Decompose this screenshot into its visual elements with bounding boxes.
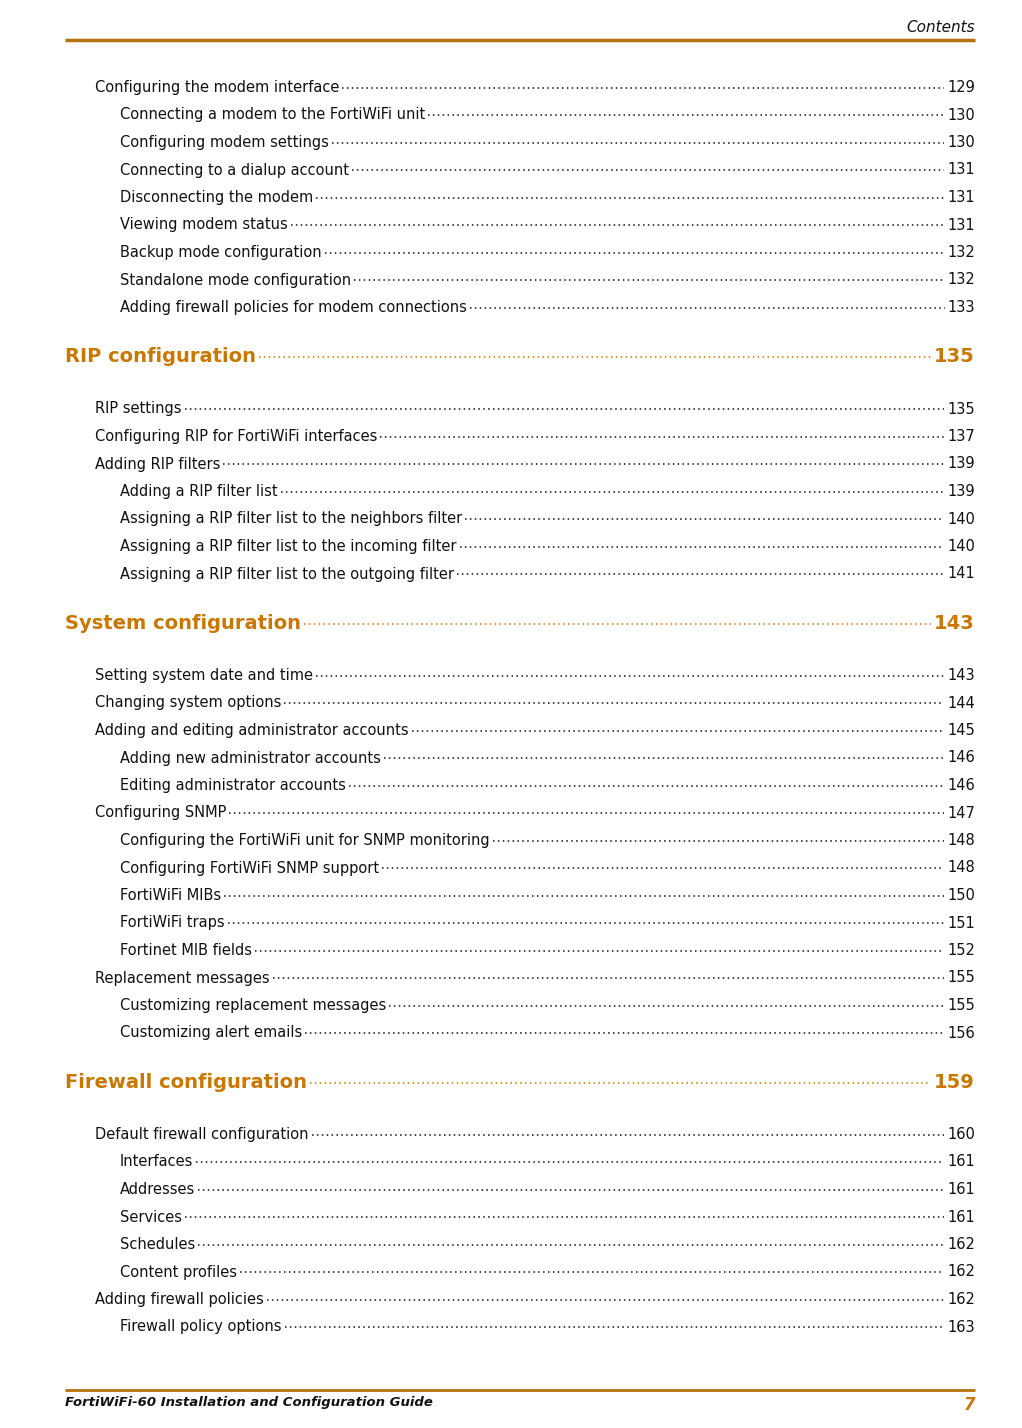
Text: 132: 132 <box>947 246 975 260</box>
Text: Editing administrator accounts: Editing administrator accounts <box>120 778 345 793</box>
Text: Fortinet MIB fields: Fortinet MIB fields <box>120 942 252 958</box>
Text: Connecting a modem to the FortiWiFi unit: Connecting a modem to the FortiWiFi unit <box>120 107 425 123</box>
Text: 161: 161 <box>947 1182 975 1197</box>
Text: Configuring the FortiWiFi unit for SNMP monitoring: Configuring the FortiWiFi unit for SNMP … <box>120 833 490 848</box>
Text: 137: 137 <box>947 428 975 444</box>
Text: 162: 162 <box>947 1292 975 1307</box>
Text: 155: 155 <box>947 971 975 985</box>
Text: 145: 145 <box>947 723 975 738</box>
Text: 155: 155 <box>947 998 975 1012</box>
Text: Setting system date and time: Setting system date and time <box>95 668 313 683</box>
Text: Viewing modem status: Viewing modem status <box>120 217 288 233</box>
Text: Content profiles: Content profiles <box>120 1265 237 1279</box>
Text: Assigning a RIP filter list to the outgoing filter: Assigning a RIP filter list to the outgo… <box>120 567 454 581</box>
Text: Firewall policy options: Firewall policy options <box>120 1319 281 1335</box>
Text: 143: 143 <box>947 668 975 683</box>
Text: Adding firewall policies for modem connections: Adding firewall policies for modem conne… <box>120 300 467 316</box>
Text: Adding a RIP filter list: Adding a RIP filter list <box>120 484 278 498</box>
Text: 146: 146 <box>947 751 975 765</box>
Text: 130: 130 <box>947 107 975 123</box>
Text: 131: 131 <box>947 217 975 233</box>
Text: 140: 140 <box>947 538 975 554</box>
Text: 148: 148 <box>947 861 975 875</box>
Text: 151: 151 <box>947 915 975 931</box>
Text: 147: 147 <box>947 805 975 821</box>
Text: 7: 7 <box>964 1397 975 1414</box>
Text: Adding firewall policies: Adding firewall policies <box>95 1292 264 1307</box>
Text: 162: 162 <box>947 1237 975 1252</box>
Text: Adding and editing administrator accounts: Adding and editing administrator account… <box>95 723 409 738</box>
Text: Adding new administrator accounts: Adding new administrator accounts <box>120 751 381 765</box>
Text: 148: 148 <box>947 833 975 848</box>
Text: Changing system options: Changing system options <box>95 695 281 711</box>
Text: Services: Services <box>120 1210 182 1224</box>
Text: FortiWiFi MIBs: FortiWiFi MIBs <box>120 888 221 902</box>
Text: 160: 160 <box>947 1127 975 1142</box>
Text: 140: 140 <box>947 511 975 527</box>
Text: Schedules: Schedules <box>120 1237 195 1252</box>
Text: 152: 152 <box>947 942 975 958</box>
Text: Default firewall configuration: Default firewall configuration <box>95 1127 309 1142</box>
Text: RIP settings: RIP settings <box>95 401 182 417</box>
Text: 133: 133 <box>947 300 975 316</box>
Text: Configuring RIP for FortiWiFi interfaces: Configuring RIP for FortiWiFi interfaces <box>95 428 377 444</box>
Text: System configuration: System configuration <box>65 614 301 633</box>
Text: Customizing alert emails: Customizing alert emails <box>120 1025 303 1041</box>
Text: 150: 150 <box>947 888 975 902</box>
Text: Standalone mode configuration: Standalone mode configuration <box>120 273 352 287</box>
Text: 156: 156 <box>947 1025 975 1041</box>
Text: 163: 163 <box>947 1319 975 1335</box>
Text: Interfaces: Interfaces <box>120 1154 193 1170</box>
Text: 139: 139 <box>947 484 975 498</box>
Text: 159: 159 <box>934 1072 975 1092</box>
Text: 161: 161 <box>947 1154 975 1170</box>
Text: Backup mode configuration: Backup mode configuration <box>120 246 322 260</box>
Text: Assigning a RIP filter list to the neighbors filter: Assigning a RIP filter list to the neigh… <box>120 511 462 527</box>
Text: FortiWiFi-60 Installation and Configuration Guide: FortiWiFi-60 Installation and Configurat… <box>65 1397 433 1409</box>
Text: 144: 144 <box>947 695 975 711</box>
Text: Configuring the modem interface: Configuring the modem interface <box>95 80 339 96</box>
Text: Connecting to a dialup account: Connecting to a dialup account <box>120 163 349 177</box>
Text: 143: 143 <box>934 614 975 633</box>
Text: 135: 135 <box>934 347 975 367</box>
Text: 132: 132 <box>947 273 975 287</box>
Text: FortiWiFi traps: FortiWiFi traps <box>120 915 225 931</box>
Text: Configuring modem settings: Configuring modem settings <box>120 136 329 150</box>
Text: Adding RIP filters: Adding RIP filters <box>95 457 221 471</box>
Text: Firewall configuration: Firewall configuration <box>65 1072 307 1092</box>
Text: Addresses: Addresses <box>120 1182 195 1197</box>
Text: 139: 139 <box>947 457 975 471</box>
Text: 141: 141 <box>947 567 975 581</box>
Text: Configuring SNMP: Configuring SNMP <box>95 805 227 821</box>
Text: 162: 162 <box>947 1265 975 1279</box>
Text: Customizing replacement messages: Customizing replacement messages <box>120 998 386 1012</box>
Text: 146: 146 <box>947 778 975 793</box>
Text: 131: 131 <box>947 163 975 177</box>
Text: 129: 129 <box>947 80 975 96</box>
Text: 135: 135 <box>947 401 975 417</box>
Text: Contents: Contents <box>907 20 975 36</box>
Text: 131: 131 <box>947 190 975 206</box>
Text: Disconnecting the modem: Disconnecting the modem <box>120 190 314 206</box>
Text: Replacement messages: Replacement messages <box>95 971 270 985</box>
Text: Configuring FortiWiFi SNMP support: Configuring FortiWiFi SNMP support <box>120 861 379 875</box>
Text: RIP configuration: RIP configuration <box>65 347 256 367</box>
Text: Assigning a RIP filter list to the incoming filter: Assigning a RIP filter list to the incom… <box>120 538 457 554</box>
Text: 161: 161 <box>947 1210 975 1224</box>
Text: 130: 130 <box>947 136 975 150</box>
